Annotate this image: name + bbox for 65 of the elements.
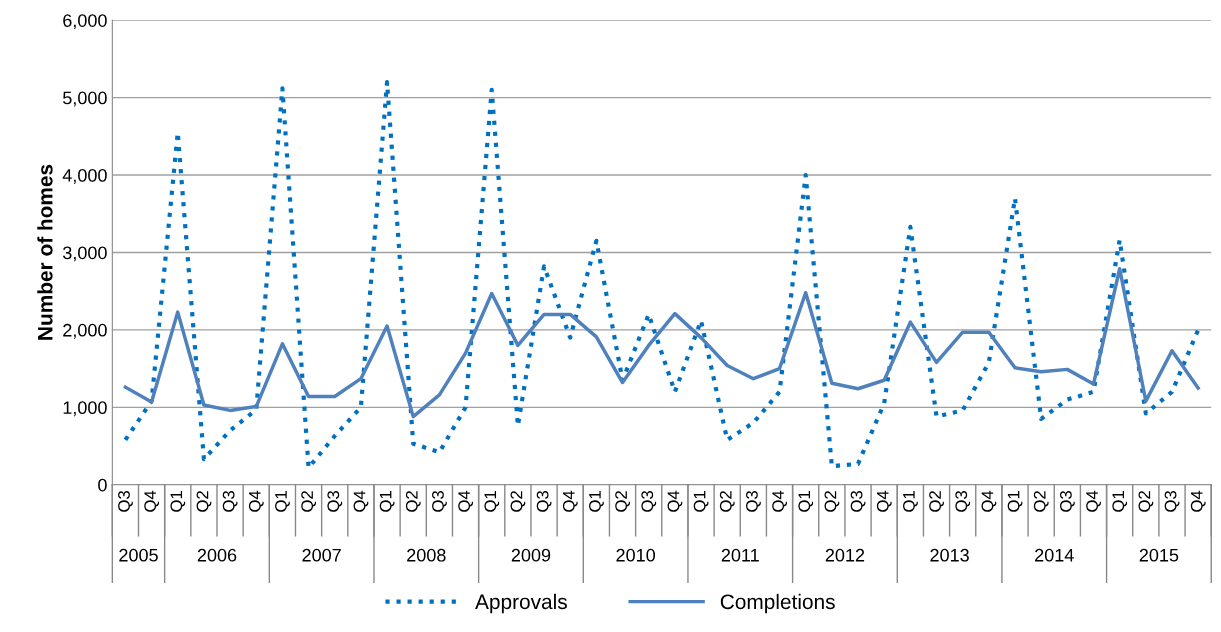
- text: 2013: [930, 548, 969, 562]
- x-tick-label: Q2: [196, 491, 212, 512]
- y-tick-label: 6,000: [63, 14, 107, 30]
- x-tick-label: Q3: [850, 491, 866, 512]
- x-tick-label: Q3: [432, 491, 447, 512]
- text: 2009: [511, 548, 551, 562]
- x-tick-label: Q3: [641, 491, 657, 512]
- x-tick-label: Q1: [379, 491, 395, 512]
- x-tick-label: Q1: [798, 491, 814, 512]
- x-tick-label: Q3: [1060, 491, 1075, 512]
- x-tick-label: Q4: [1086, 490, 1101, 512]
- y-axis-title: Number of homes: [37, 164, 53, 340]
- x-tick-label: Q1: [903, 491, 918, 512]
- text: 2014: [1035, 548, 1074, 562]
- y-tick-label: 0: [98, 478, 107, 492]
- x-tick-label: Q2: [510, 491, 526, 512]
- x-tick-label: Q3: [536, 491, 552, 512]
- x-tick-label: Q4: [1190, 490, 1206, 512]
- text: 2007: [302, 548, 341, 562]
- legend-label: Completions: [720, 593, 835, 614]
- line-series: [123, 80, 1201, 470]
- x-tick-label: Q1: [484, 491, 500, 512]
- x-tick-label: Q4: [876, 490, 892, 512]
- x-tick-label: Q2: [1138, 491, 1154, 512]
- legend-label: Approvals: [475, 593, 567, 614]
- x-tick-label: Q4: [144, 490, 160, 512]
- text: 2010: [616, 548, 655, 562]
- x-tick-label: Q3: [222, 491, 238, 512]
- x-tick-label: Q4: [353, 490, 369, 512]
- y-tick-label: 4,000: [62, 169, 107, 184]
- x-tick-label: Q2: [405, 491, 421, 512]
- y-tick-label: 5,000: [63, 91, 107, 107]
- x-tick-label: Q2: [824, 491, 840, 512]
- x-tick-label: Q1: [693, 491, 709, 512]
- text: 2005: [119, 548, 158, 562]
- x-tick-label: Q4: [981, 490, 997, 512]
- x-tick-label: Q4: [667, 490, 683, 512]
- text: 2012: [825, 548, 865, 562]
- y-tick-label: 1,000: [63, 401, 107, 417]
- x-tick-label: Q3: [327, 491, 343, 512]
- x-tick-label: Q4: [772, 490, 787, 512]
- line-series: [123, 267, 1200, 419]
- x-tick-label: Q1: [1007, 491, 1023, 512]
- x-tick-label: Q3: [1164, 491, 1180, 512]
- x-tick-label: Q3: [955, 491, 971, 512]
- x-tick-label: Q4: [562, 490, 578, 512]
- x-tick-label: Q3: [118, 491, 133, 512]
- x-tick-label: Q1: [275, 491, 290, 512]
- text: 2011: [721, 548, 759, 562]
- y-tick-label: 3,000: [62, 246, 107, 262]
- x-tick-label: Q4: [458, 490, 474, 512]
- x-tick-label: Q1: [1112, 491, 1128, 512]
- text: 2015: [1139, 548, 1179, 562]
- x-tick-label: Q2: [929, 491, 944, 512]
- x-tick-label: Q4: [248, 490, 264, 512]
- y-tick-label: 2,000: [63, 323, 107, 339]
- x-tick-label: Q2: [1033, 491, 1049, 512]
- x-tick-label: Q3: [746, 491, 761, 512]
- text: 2006: [197, 548, 237, 562]
- x-tick-label: Q2: [301, 491, 317, 512]
- x-tick-label: Q1: [589, 491, 604, 512]
- text: 2008: [407, 548, 446, 562]
- x-tick-label: Q1: [170, 491, 186, 512]
- x-tick-label: Q2: [719, 491, 735, 512]
- x-tick-label: Q2: [615, 491, 630, 512]
